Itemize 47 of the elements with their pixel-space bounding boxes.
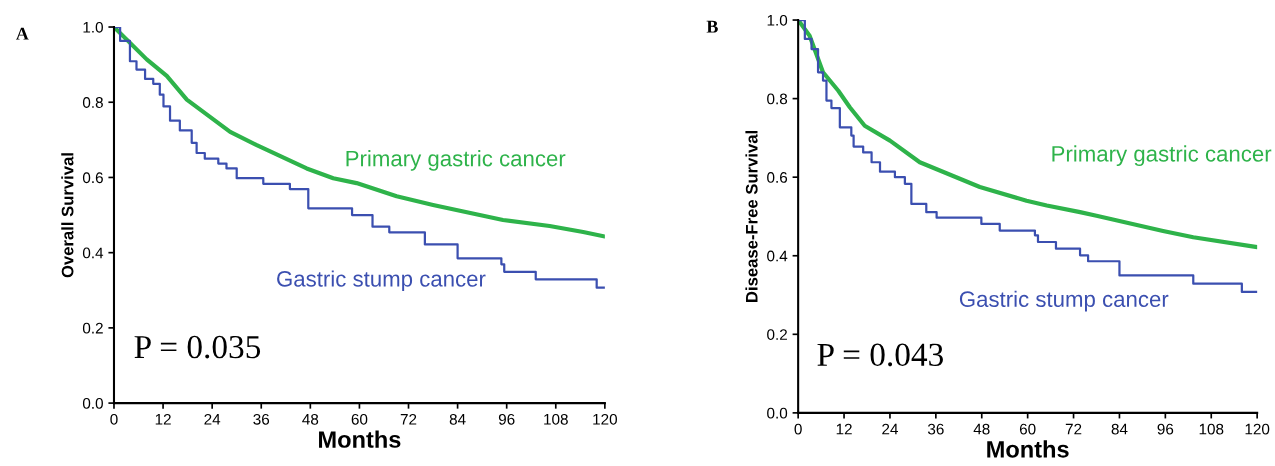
x-axis-title: Months [987, 440, 1069, 458]
y-tick-label: 0.0 [82, 397, 103, 409]
y-tick-label: 0.6 [767, 172, 788, 183]
x-tick-label: 84 [1111, 423, 1128, 435]
x-tick-label: 72 [1065, 423, 1082, 435]
x-tick-label: 48 [302, 413, 319, 425]
x-axis-title: Months [319, 430, 401, 448]
line-series [113, 27, 605, 239]
x-tick-label: 0 [110, 413, 118, 425]
y-tick-label: 0.0 [767, 407, 788, 419]
text: B [706, 20, 718, 33]
x-tick-label: 84 [449, 413, 466, 425]
series-label: Primary gastric cancer [1052, 145, 1272, 167]
y-tick-label: 0.4 [82, 247, 104, 259]
x-tick-label: 48 [973, 423, 990, 435]
x-tick-label: 12 [155, 413, 171, 425]
y-tick-label: 1.0 [83, 21, 103, 33]
y-tick-label: 0.8 [82, 97, 103, 108]
series-label: Gastric stump cancer [277, 270, 486, 292]
y-tick-label: 1.0 [767, 14, 788, 26]
y-axis-title: Overall Survival [61, 153, 74, 278]
x-tick-label: 108 [544, 413, 568, 425]
x-tick-label: 108 [1199, 423, 1224, 435]
x-tick-label: 120 [1245, 423, 1270, 435]
y-tick-label: 0.6 [82, 172, 103, 184]
y-tick-label: 0.2 [82, 322, 103, 334]
x-tick-label: 120 [593, 413, 618, 425]
x-tick-label: 36 [927, 423, 944, 435]
y-tick-label: 0.8 [767, 93, 788, 105]
x-tick-label: 0 [794, 423, 802, 435]
y-tick-label: 0.2 [767, 329, 787, 340]
annotation: P = 0.035 [134, 335, 261, 359]
y-axis-title: Disease-Free Survival [745, 131, 758, 302]
x-tick-label: 60 [351, 413, 368, 425]
x-tick-label: 12 [836, 423, 852, 435]
x-tick-label: 96 [1157, 423, 1174, 435]
y-tick-label: 0.4 [767, 250, 788, 262]
x-tick-label: 60 [1019, 423, 1036, 435]
text: A [15, 27, 29, 40]
x-tick-label: 72 [400, 413, 417, 425]
x-tick-label: 96 [498, 413, 515, 425]
annotation: P = 0.043 [817, 343, 943, 367]
series-label: Gastric stump cancer [959, 290, 1169, 312]
x-tick-label: 24 [204, 413, 221, 425]
x-tick-label: 24 [882, 423, 898, 435]
x-tick-label: 36 [253, 413, 270, 425]
series-label: Primary gastric cancer [346, 150, 566, 171]
